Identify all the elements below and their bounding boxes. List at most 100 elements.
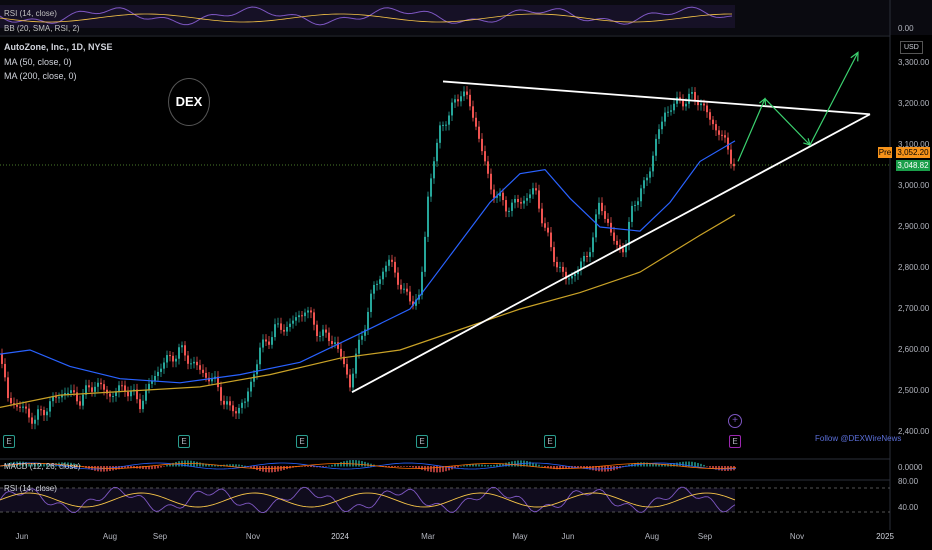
candle-body [52,396,54,402]
candle-body [220,387,222,401]
candle-body [649,171,651,178]
macd-bar [34,463,36,467]
candle-body [40,409,42,411]
earnings-marker[interactable]: E [296,435,308,448]
candle-body [205,372,207,378]
candle-body [685,103,687,107]
macd-bar [400,466,402,467]
top-rsi-label: RSI (14, close) [4,9,57,18]
candle-body [634,204,636,206]
candle-body [445,124,447,126]
earnings-marker[interactable]: E [416,435,428,448]
plus-event-icon[interactable]: + [728,414,742,428]
macd-bar [448,466,450,471]
candle-body [325,329,327,333]
candle-body [211,378,213,382]
x-tick-label: Jun [561,532,575,541]
candle-body [463,91,465,97]
candle-body [703,103,705,106]
candle-body [226,401,228,405]
y-tick-label: 2,700.00 [898,304,930,313]
projection-path [737,52,859,162]
x-tick-label: Sep [697,532,713,541]
candle-body [253,374,255,382]
candle-body [244,401,246,403]
candle-body [202,369,204,373]
y-tick-label: 3,200.00 [898,99,930,108]
candle-body [241,402,243,408]
candle-body [565,271,567,280]
earnings-marker[interactable]: E [544,435,556,448]
candle-body [574,274,576,277]
candle-body [436,142,438,162]
earnings-marker[interactable]: E [3,435,15,448]
candle-body [88,385,90,388]
macd-bar [553,466,555,470]
candle-body [55,396,57,398]
y-tick-label: 2,800.00 [898,263,930,272]
candle-body [604,211,606,219]
macd-bar [76,464,78,467]
macd-bar [37,463,39,467]
candle-body [229,401,231,406]
y-tick-label: 3,300.00 [898,58,930,67]
candle-body [670,110,672,112]
candle-body [724,135,726,138]
candle-body [571,276,573,279]
earnings-marker[interactable]: E [729,435,741,448]
ma200-label[interactable]: MA (200, close, 0) [4,71,77,81]
macd-bar [355,460,357,467]
candle-body [61,394,63,398]
candle-body [175,358,177,362]
candle-body [568,278,570,280]
earnings-marker[interactable]: E [178,435,190,448]
candle-body [76,392,78,402]
candle-body [169,355,171,357]
macd-bar [502,463,504,467]
candle-body [355,353,357,374]
macd-bar [475,464,477,467]
macd-bar [487,464,489,467]
candle-body [601,202,603,212]
candle-body [499,192,501,197]
candle-body [238,407,240,414]
candle-body [157,371,159,376]
candle-body [448,115,450,125]
macd-bar [673,463,675,467]
macd-bar [472,464,474,467]
ma50-label[interactable]: MA (50, close, 0) [4,57,72,67]
candle-body [142,400,144,410]
candle-body [700,103,702,106]
top-zero-label: 0.00 [898,24,914,33]
candle-body [337,342,339,349]
candle-body [139,399,141,410]
candle-body [421,271,423,295]
macd-bar [454,466,456,469]
macd-bar [115,466,117,470]
macd-bar [643,462,645,467]
macd-bar [478,464,480,467]
macd-bar [430,466,432,472]
candle-body [541,208,543,224]
currency-button[interactable]: USD [900,41,923,54]
candle-body [232,405,234,412]
triangle-lower-trendline [351,113,871,394]
macd-bar [229,464,231,467]
candle-body [358,339,360,354]
candle-body [664,112,666,122]
macd-bar [484,464,486,467]
candle-body [370,293,372,312]
symbol-title[interactable]: AutoZone, Inc., 1D, NYSE [4,42,113,52]
candle-body [727,137,729,150]
candle-body [676,97,678,104]
macd-bar [562,466,564,470]
macd-bar [511,461,513,467]
macd-bar [499,464,501,467]
candle-body [160,368,162,372]
macd-bar [466,464,468,467]
candle-body [235,411,237,414]
macd-bar [94,466,96,471]
top-bb-label: BB (20, SMA, RSI, 2) [4,24,80,33]
candle-body [646,177,648,181]
